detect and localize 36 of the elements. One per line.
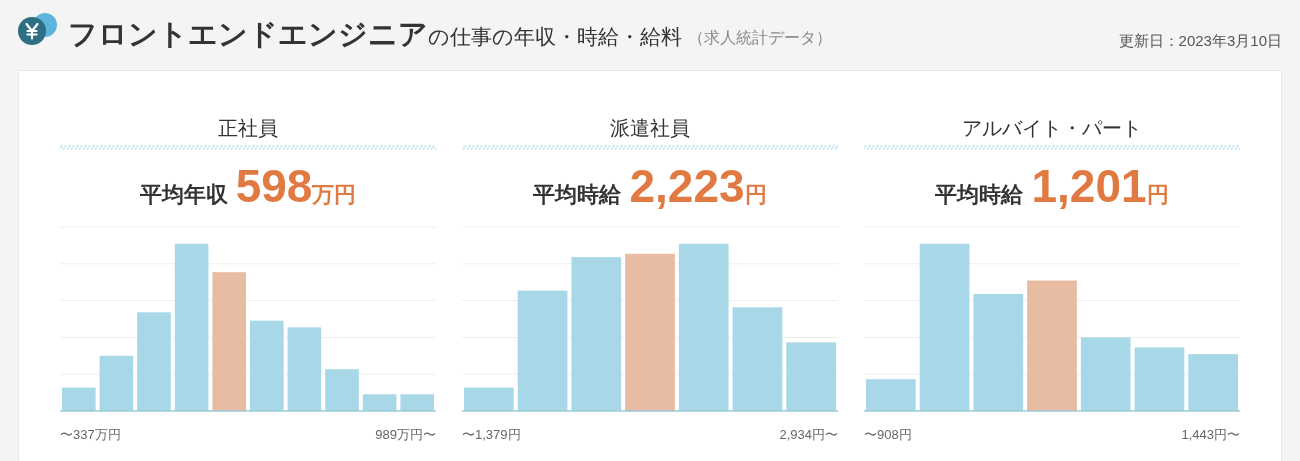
chart-title: 派遣社員: [610, 117, 690, 139]
bar: [362, 394, 397, 411]
x-tick-label: 1,443円〜: [1181, 427, 1240, 442]
chart-title: アルバイト・パート: [962, 117, 1142, 139]
bar: [400, 394, 434, 411]
bar: [250, 320, 284, 411]
bar: [287, 327, 322, 411]
bar: [212, 272, 246, 411]
bar: [973, 293, 1024, 411]
text: フロントエンドエンジニアの仕事の年収・時給・給料: [68, 18, 682, 50]
x-tick-label: 〜1,379円: [462, 427, 521, 442]
text: 更新日：2023年3月10日: [1118, 32, 1282, 49]
bar: [464, 387, 514, 411]
bar: [62, 387, 96, 411]
bar: [1134, 347, 1185, 411]
bar: [571, 257, 622, 411]
bar: [919, 243, 970, 411]
bar: [625, 253, 675, 411]
x-tick-label: 989万円〜: [375, 427, 436, 442]
bar: [786, 342, 836, 411]
x-tick-label: 〜337万円: [60, 427, 121, 442]
bar: [99, 355, 134, 411]
chart-title: 正社員: [218, 117, 278, 139]
x-tick-label: 2,934円〜: [779, 427, 838, 442]
bar: [174, 243, 209, 411]
bar: [678, 243, 729, 411]
bar: [517, 290, 568, 411]
bar: [1188, 354, 1238, 411]
bar: [866, 379, 916, 411]
bar: [137, 312, 171, 411]
bar: [732, 307, 783, 411]
bar: [325, 369, 359, 411]
x-tick-label: 〜908円: [864, 427, 912, 442]
bar: [1027, 280, 1077, 411]
bar: [1080, 337, 1131, 411]
text: （求人統計データ）: [688, 29, 832, 46]
